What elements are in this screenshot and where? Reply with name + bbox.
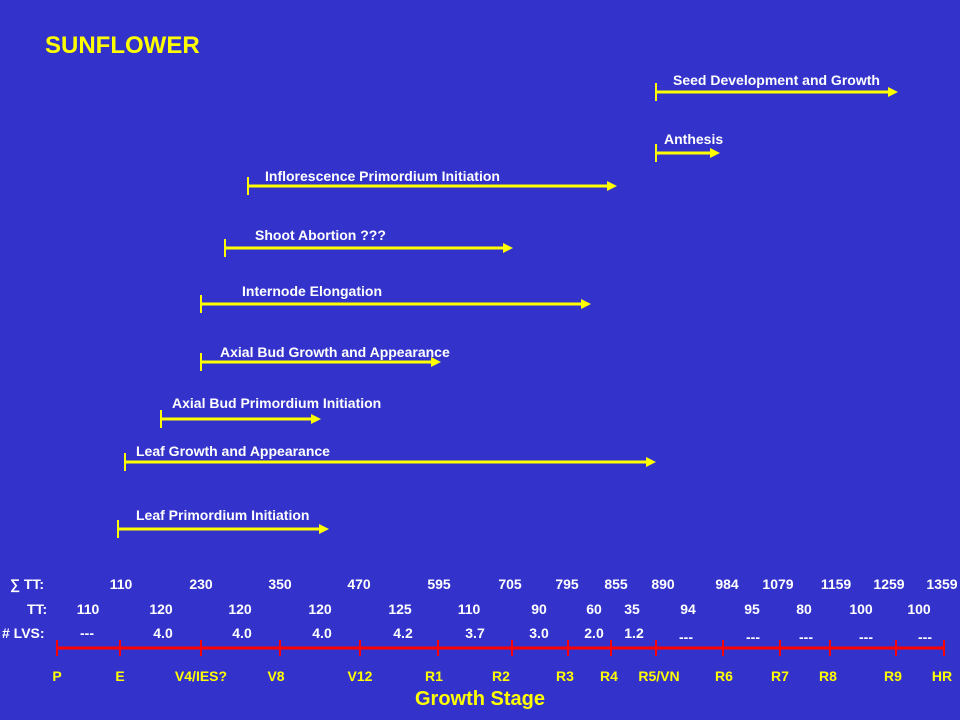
process-label: Axial Bud Primordium Initiation: [172, 395, 382, 411]
stage-label: E: [115, 668, 125, 684]
tt-value: 110: [457, 601, 481, 617]
process-label: Internode Elongation: [242, 283, 382, 299]
process-label: Leaf Primordium Initiation: [136, 507, 310, 523]
sum-tt-value: 795: [555, 576, 579, 592]
lvs-value: ---: [799, 629, 813, 645]
sum-tt-value: 1159: [820, 576, 852, 592]
process-arrow: [655, 83, 898, 101]
sum-tt-value: 230: [189, 576, 213, 592]
stage-label: R4: [600, 668, 618, 684]
lvs-value: 4.2: [393, 625, 413, 641]
lvs-value: 4.0: [312, 625, 332, 641]
tt-value: 60: [586, 601, 602, 617]
sum-tt-value: 984: [715, 576, 739, 592]
lvs-value: 2.0: [584, 625, 604, 641]
tt-value: 120: [228, 601, 252, 617]
sum-tt-value: 890: [651, 576, 675, 592]
lvs-value: ---: [80, 625, 94, 641]
stage-label: R7: [771, 668, 789, 684]
sum-tt-value: 470: [347, 576, 371, 592]
process-arrow: [655, 144, 720, 162]
stage-label: V8: [267, 668, 285, 684]
sum-tt-value: 1359: [926, 576, 958, 592]
stage-label: R8: [819, 668, 837, 684]
process-label: Seed Development and Growth: [673, 72, 880, 88]
tt-value: 100: [849, 601, 873, 617]
sum-tt-value: 1079: [762, 576, 794, 592]
process-label: Shoot Abortion ???: [255, 227, 386, 243]
stage-label: R1: [425, 668, 443, 684]
process-label: Anthesis: [664, 131, 724, 147]
process-label: Leaf Growth and Appearance: [136, 443, 330, 459]
stage-label: P: [52, 668, 62, 684]
lvs-value: ---: [679, 629, 693, 645]
sum-tt-value: 1259: [873, 576, 905, 592]
process-arrow: [117, 520, 329, 538]
tt-value: 80: [796, 601, 812, 617]
tt-value: 120: [308, 601, 332, 617]
tt-value: 94: [680, 601, 696, 617]
sum-tt-label: ∑ TT:: [10, 576, 45, 592]
lvs-value: ---: [859, 629, 873, 645]
tt-value: 110: [76, 601, 100, 617]
lvs-value: 3.0: [529, 625, 549, 641]
sum-tt-value: 855: [604, 576, 628, 592]
sum-tt-value: 705: [498, 576, 522, 592]
lvs-value: 1.2: [624, 625, 644, 641]
process-label: Axial Bud Growth and Appearance: [220, 344, 450, 360]
stage-label: R5/VN: [638, 668, 680, 684]
process-arrow: [200, 295, 591, 313]
process-arrow: [124, 453, 656, 471]
process-arrow: [160, 410, 321, 428]
stage-label: R2: [492, 668, 510, 684]
stage-label: HR: [931, 668, 953, 684]
lvs-value: 4.0: [232, 625, 252, 641]
lvs-value: ---: [746, 629, 760, 645]
stage-label: V12: [347, 668, 373, 684]
page-title: SUNFLOWER: [45, 32, 200, 59]
stage-label: V4/IES?: [174, 668, 228, 684]
sum-tt-value: 350: [268, 576, 292, 592]
stage-label: R3: [556, 668, 574, 684]
tt-value: 90: [531, 601, 547, 617]
process-arrow: [200, 353, 441, 371]
lvs-value: ---: [918, 629, 932, 645]
process-arrow: [224, 239, 513, 257]
lvs-value: 4.0: [153, 625, 173, 641]
axis-title: Growth Stage: [414, 688, 545, 710]
sum-tt-value: 110: [109, 576, 133, 592]
tt-value: 120: [149, 601, 173, 617]
stage-label: R9: [884, 668, 902, 684]
sum-tt-value: 595: [427, 576, 451, 592]
stage-label: R6: [715, 668, 733, 684]
tt-value: 100: [907, 601, 931, 617]
lvs-value: 3.7: [465, 625, 485, 641]
tt-value: 125: [388, 601, 412, 617]
process-arrow: [247, 177, 617, 195]
tt-value: 95: [744, 601, 760, 617]
tt-label: TT:: [27, 601, 48, 617]
lvs-label: # LVS:: [2, 625, 45, 641]
tt-value: 35: [624, 601, 640, 617]
process-label: Inflorescence Primordium Initiation: [265, 168, 500, 184]
